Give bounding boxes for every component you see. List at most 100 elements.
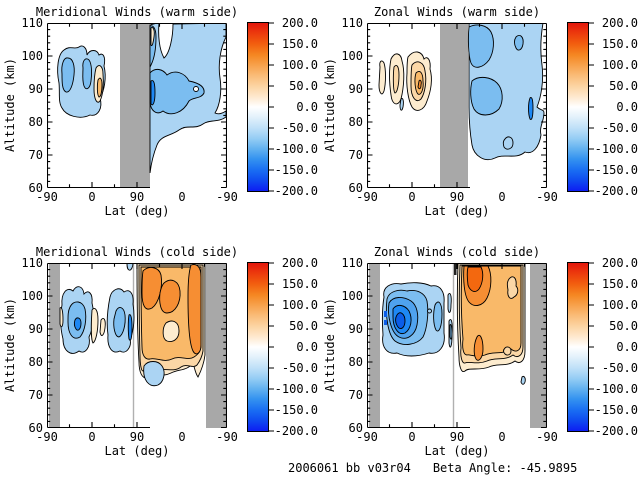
footer-annotation: 2006061 bb v03r04 Beta Angle: -45.9895 [288,461,577,475]
contour-fill [90,308,99,344]
tick-label: -90 [356,190,378,204]
tick-label: 100 [341,49,363,63]
tick-label: 0 [498,190,506,204]
tick-label: -100.0 [274,142,318,156]
tick-label: -200.0 [594,184,638,198]
tick-label: -50.0 [601,121,638,135]
contour-fill [392,64,400,94]
axis-frame [47,23,227,188]
tick-label: 100.0 [281,298,318,312]
contour-fill [466,266,484,292]
panel-title-meridional-warm: Meridional Winds (warm side) [35,5,239,19]
tick-label: 0 [178,430,186,444]
tick-label: 50.0 [289,319,318,333]
contour-fill [378,60,386,95]
colorbar-ticks [589,262,594,432]
tick-label: 80 [348,355,363,369]
x-tick-labels: -90 0 90 0 -90 [354,191,560,203]
tick-label: -150.0 [594,163,638,177]
tick-label: 100 [21,49,43,63]
tick-label: 100.0 [601,298,638,312]
contour-plot-zonal-cold [367,263,547,428]
tick-label: -200.0 [274,184,318,198]
tick-label: 0 [408,190,416,204]
axis-frame [367,263,547,428]
tick-label: 50.0 [289,79,318,93]
contour-fill [187,264,202,355]
tick-label: 50.0 [609,79,638,93]
tick-label: 0 [88,430,96,444]
contour-fill [61,57,75,93]
y-axis-label: Altitude (km) [323,58,337,152]
tick-label: 60 [348,181,363,195]
tick-label: 90 [449,190,465,204]
tick-label: 200.0 [281,16,318,30]
no-data-mask [369,263,380,428]
tick-label: 100 [21,289,43,303]
tick-label: -150.0 [274,403,318,417]
colorbar-labels: 200.0 150.0 100.0 50.0 0.0 -50.0 -100.0 -150.0 -… [592,17,638,197]
contour-fill [514,34,524,51]
tick-label: 0 [178,190,186,204]
tick-label: 110 [341,256,363,270]
contour-fill [399,98,404,111]
colorbar-labels: 200.0 150.0 100.0 50.0 0.0 -50.0 -100.0 -150.0 -… [272,17,318,197]
tick-label: 90 [348,82,363,96]
contour-fill [384,320,387,325]
tick-label: 60 [28,421,43,435]
tick-label: 110 [341,16,363,30]
contour-fill [470,76,503,116]
tick-label: 100.0 [601,58,638,72]
contour-fill [73,317,82,331]
footer-file-id: 2006061 bb v03r04 [288,461,411,475]
x-tick-labels: -90 0 90 0 -90 [34,191,240,203]
tick-label: 70 [348,388,363,402]
x-axis-label: Lat (deg) [424,444,490,458]
tick-label: -90 [536,190,558,204]
tick-label: 0 [498,430,506,444]
x-axis-label: Lat (deg) [424,204,490,218]
colorbar-ticks [269,262,274,432]
contour-plot-zonal-warm [367,23,547,188]
x-tick-labels: -90 0 90 0 -90 [34,431,240,443]
tick-label: 200.0 [601,256,638,270]
tick-label: 70 [28,388,43,402]
panel-title-zonal-cold: Zonal Winds (cold side) [373,245,541,259]
contour-fill [149,68,205,115]
colorbar-ticks [269,22,274,192]
colorbar-ticks [589,22,594,192]
tick-label: -90 [36,430,58,444]
contour-fill [141,267,162,310]
tick-label: -50.0 [281,361,318,375]
tick-label: 70 [348,148,363,162]
no-data-mask [49,263,60,428]
contour-fill [449,324,453,340]
contour-hole [193,86,199,92]
contour-fill [82,58,93,90]
y-axis-label: Altitude (km) [3,298,17,392]
tick-label: 90 [129,190,145,204]
tick-label: 150.0 [281,277,318,291]
panel-title-meridional-cold: Meridional Winds (cold side) [35,245,239,259]
no-data-mask [206,263,227,428]
tick-label: 0 [408,430,416,444]
tick-label: 60 [348,421,363,435]
tick-label: 100.0 [281,58,318,72]
contour-fill [127,314,133,341]
tick-label: -90 [216,190,238,204]
tick-label: 150.0 [601,277,638,291]
tick-label: 90 [348,322,363,336]
no-data-mask [440,23,468,188]
x-axis-label: Lat (deg) [104,204,170,218]
tick-label: -100.0 [594,142,638,156]
contour-fill [59,307,64,328]
tick-label: -100.0 [594,382,638,396]
tick-label: -90 [216,430,238,444]
contour-fill [506,276,519,299]
contour-plot-meridional-warm [47,23,227,188]
tick-label: 90 [129,430,145,444]
tick-label: -200.0 [594,424,638,438]
tick-label: 110 [21,16,43,30]
tick-label: 110 [21,256,43,270]
